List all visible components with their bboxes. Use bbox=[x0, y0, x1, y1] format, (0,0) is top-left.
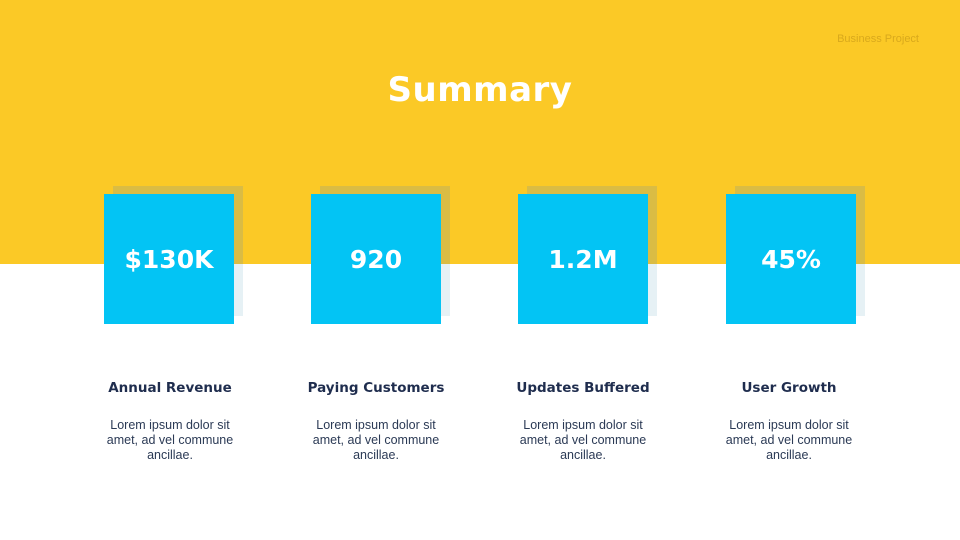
card-face: 1.2M bbox=[518, 194, 648, 324]
metric-value: $130K bbox=[124, 244, 214, 274]
metric-heading: Annual Revenue bbox=[108, 380, 232, 396]
metric-card-updates-buffered: 1.2M bbox=[518, 186, 658, 326]
metric-description: Lorem ipsum dolor sit amet, ad vel commu… bbox=[725, 418, 853, 462]
metric-caption-annual-revenue: Annual Revenue Lorem ipsum dolor sit ame… bbox=[70, 380, 270, 463]
metric-heading: Paying Customers bbox=[307, 380, 445, 396]
project-label: Business Project bbox=[837, 33, 919, 45]
metric-description: Lorem ipsum dolor sit amet, ad vel commu… bbox=[106, 418, 234, 462]
metric-caption-paying-customers: Paying Customers Lorem ipsum dolor sit a… bbox=[276, 380, 476, 463]
metric-value: 920 bbox=[349, 244, 403, 274]
metric-caption-user-growth: User Growth Lorem ipsum dolor sit amet, … bbox=[689, 380, 889, 463]
metric-card-paying-customers: 920 bbox=[311, 186, 451, 326]
metric-description: Lorem ipsum dolor sit amet, ad vel commu… bbox=[312, 418, 440, 462]
metric-heading: Updates Buffered bbox=[516, 380, 650, 396]
card-face: $130K bbox=[104, 194, 234, 324]
card-face: 45% bbox=[726, 194, 856, 324]
metric-value: 45% bbox=[761, 244, 821, 274]
metric-value: 1.2M bbox=[548, 244, 618, 274]
metric-description: Lorem ipsum dolor sit amet, ad vel commu… bbox=[519, 418, 647, 462]
page-title: Summary bbox=[387, 70, 573, 110]
card-face: 920 bbox=[311, 194, 441, 324]
metric-card-user-growth: 45% bbox=[726, 186, 866, 326]
metric-heading: User Growth bbox=[741, 380, 837, 396]
metric-caption-updates-buffered: Updates Buffered Lorem ipsum dolor sit a… bbox=[483, 380, 683, 463]
metric-card-annual-revenue: $130K bbox=[104, 186, 244, 326]
